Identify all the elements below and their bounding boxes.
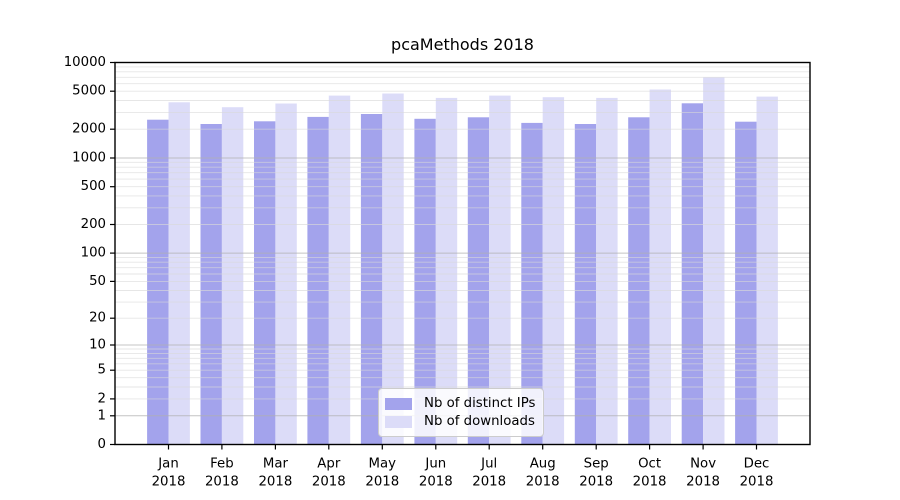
- y-tick-label: 100: [81, 246, 106, 261]
- x-tick-label-month: Aug: [530, 457, 556, 472]
- bar-downloads-Jan-2018: [168, 102, 190, 445]
- legend-item-distinct-ips: Nb of distinct IPs: [385, 396, 539, 411]
- x-tick-label-year: 2018: [633, 475, 667, 490]
- x-tick-label-year: 2018: [152, 475, 186, 490]
- x-tick-label-year: 2018: [579, 475, 613, 490]
- x-tick-label-month: Oct: [638, 457, 661, 472]
- y-tick-label: 0: [98, 437, 106, 452]
- y-tick-label: 2: [98, 391, 106, 406]
- y-tick-label: 2000: [72, 122, 106, 137]
- x-tick-label-year: 2018: [472, 475, 506, 490]
- legend-swatch-ips: [385, 397, 412, 410]
- bar-downloads-Aug-2018: [542, 97, 565, 445]
- y-tick-label: 10000: [64, 55, 106, 70]
- legend-label-distinct-ips: Nb of distinct IPs: [424, 396, 536, 411]
- x-tick-label-year: 2018: [526, 475, 560, 490]
- x-tick-label-month: Dec: [744, 457, 770, 472]
- bar-ips-Dec-2018: [735, 121, 757, 445]
- x-tick-label-month: Jul: [480, 457, 497, 472]
- x-tick-label-year: 2018: [258, 475, 292, 490]
- bar-ips-May-2018: [360, 114, 383, 445]
- bar-ips-Jan-2018: [147, 119, 169, 445]
- x-tick-label-year: 2018: [365, 475, 399, 490]
- bar-ips-Mar-2018: [254, 121, 276, 445]
- y-tick-label: 1000: [72, 151, 106, 166]
- y-tick-label: 20: [89, 311, 106, 326]
- x-tick-label-month: Feb: [210, 457, 234, 472]
- bar-ips-Apr-2018: [307, 116, 329, 445]
- x-tick-label-month: May: [369, 457, 397, 472]
- x-tick-label-month: Jun: [424, 457, 446, 472]
- bar-downloads-Nov-2018: [703, 77, 725, 445]
- x-tick-label-year: 2018: [686, 475, 720, 490]
- bar-downloads-Feb-2018: [221, 107, 244, 445]
- bar-ips-Feb-2018: [200, 124, 222, 445]
- bar-downloads-Oct-2018: [649, 89, 671, 445]
- x-tick-label-month: Nov: [690, 457, 716, 472]
- y-tick-label: 1: [98, 408, 106, 423]
- bar-downloads-May-2018: [382, 93, 404, 445]
- x-tick-label-month: Apr: [317, 457, 341, 472]
- x-tick-label-year: 2018: [205, 475, 239, 490]
- x-tick-label-month: Jan: [157, 457, 179, 472]
- y-tick-label: 50: [89, 274, 106, 289]
- x-tick-label-month: Mar: [263, 457, 289, 472]
- bar-ips-Jul-2018: [467, 117, 490, 445]
- x-tick-label-year: 2018: [312, 475, 346, 490]
- bar-ips-Oct-2018: [628, 117, 650, 445]
- y-tick-label: 5: [98, 363, 106, 378]
- bar-downloads-Apr-2018: [328, 95, 351, 445]
- y-tick-label: 500: [81, 179, 106, 194]
- legend: Nb of distinct IPs Nb of downloads: [378, 388, 544, 437]
- y-tick-label: 5000: [72, 84, 106, 99]
- chart-title: pcaMethods 2018: [391, 35, 534, 54]
- bar-downloads-Jul-2018: [489, 95, 511, 445]
- legend-label-downloads: Nb of downloads: [424, 414, 535, 429]
- bar-downloads-Dec-2018: [756, 96, 778, 445]
- bar-downloads-Sep-2018: [596, 97, 618, 445]
- legend-swatch-downloads: [385, 415, 412, 428]
- x-tick-label-year: 2018: [419, 475, 453, 490]
- legend-item-downloads: Nb of downloads: [385, 414, 539, 429]
- x-tick-label-month: Sep: [584, 457, 609, 472]
- y-tick-label: 10: [89, 338, 106, 353]
- x-tick-label-year: 2018: [740, 475, 774, 490]
- y-tick-label: 200: [81, 217, 106, 232]
- bar-ips-Sep-2018: [574, 124, 597, 445]
